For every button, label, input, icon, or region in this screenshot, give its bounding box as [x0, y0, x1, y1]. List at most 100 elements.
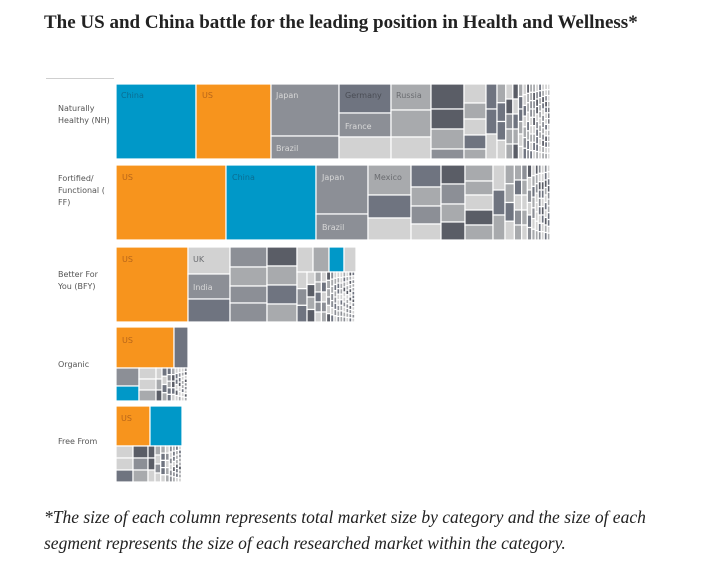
- segment-label-france: France: [345, 122, 372, 131]
- treemap-segment: [512, 83, 520, 100]
- treemap-segment: [115, 457, 134, 471]
- segment-label-us: US: [202, 91, 213, 100]
- treemap-segment: [177, 453, 183, 459]
- treemap-segment: [138, 367, 157, 380]
- segment-brazil: [315, 213, 369, 241]
- treemap-segment: [463, 118, 487, 136]
- treemap-segment: [517, 120, 524, 135]
- category-label: Better For: [58, 270, 99, 279]
- treemap-segment: [154, 445, 162, 456]
- treemap-segment: [492, 164, 506, 191]
- treemap-segment: [504, 164, 515, 185]
- treemap-segment: [546, 100, 551, 108]
- treemap-segment: [138, 378, 157, 391]
- treemap-segment: [132, 457, 149, 471]
- category-label: Fortified/: [58, 174, 94, 183]
- treemap-segment: [546, 129, 551, 137]
- treemap-segment: [115, 445, 134, 459]
- treemap-segment: [367, 217, 412, 241]
- treemap-segment: [160, 445, 167, 454]
- treemap-segment: [320, 311, 328, 323]
- treemap-segment: [147, 445, 156, 459]
- treemap-segment: [496, 102, 507, 123]
- segment-china: [328, 246, 345, 273]
- segment-us: [115, 164, 227, 241]
- treemap-segment: [546, 184, 551, 193]
- treemap-segment: [504, 183, 515, 204]
- treemap-segment: [320, 281, 328, 293]
- treemap-segment: [155, 389, 163, 402]
- treemap-segment: [526, 176, 533, 191]
- treemap-segment: [314, 271, 323, 283]
- treemap-segment: [177, 477, 183, 483]
- treemap-segment: [546, 232, 551, 241]
- treemap-segment: [296, 246, 314, 273]
- treemap-segment: [177, 461, 183, 467]
- treemap-segment: [463, 83, 487, 104]
- treemap-segment: [440, 183, 466, 205]
- treemap-segment: [505, 83, 514, 100]
- treemap-segment: [430, 108, 465, 130]
- treemap-segment: [513, 164, 523, 181]
- treemap-segment: [464, 164, 494, 182]
- treemap-segment: [325, 304, 332, 315]
- treemap-segment: [546, 94, 551, 102]
- treemap-segment: [546, 152, 551, 160]
- treemap-segment: [485, 133, 498, 160]
- category-label: Functional (: [58, 186, 105, 195]
- category-label: Organic: [58, 360, 89, 369]
- treemap-segment: [155, 367, 163, 380]
- segment-china: [115, 83, 197, 160]
- segment-label-china: China: [121, 91, 144, 100]
- treemap-segment: [546, 218, 551, 227]
- treemap-segment: [521, 164, 528, 181]
- treemap-segment: [546, 225, 551, 234]
- treemap-segment: [154, 463, 162, 474]
- treemap-segment: [440, 221, 466, 241]
- segment-label-china: China: [232, 173, 255, 182]
- segment-us: [195, 83, 272, 160]
- treemap-segment: [338, 136, 392, 160]
- treemap-segment: [505, 113, 514, 130]
- category-label: You (BFY): [57, 282, 96, 291]
- treemap-segment: [314, 291, 323, 303]
- chart-title: The US and China battle for the leading …: [44, 12, 638, 33]
- segment-label-uk: UK: [193, 255, 205, 264]
- treemap-segment: [546, 178, 551, 187]
- segment-label-japan: Japan: [275, 91, 298, 100]
- treemap-segment: [546, 205, 551, 214]
- treemap-segment: [147, 457, 156, 471]
- treemap-segment: [177, 457, 183, 463]
- treemap-segment: [296, 288, 308, 306]
- treemap-segment: [440, 203, 466, 223]
- segment-label-india: India: [193, 283, 213, 292]
- segment-china: [149, 405, 183, 447]
- treemap-segment: [166, 393, 173, 402]
- treemap-segment: [266, 284, 298, 305]
- treemap-segment: [517, 108, 524, 123]
- treemap-segment: [166, 367, 173, 376]
- treemap-segment: [504, 220, 515, 241]
- treemap-segment: [512, 128, 520, 145]
- treemap-segment: [173, 326, 189, 369]
- treemap-segment: [154, 454, 162, 465]
- treemap-segment: [526, 201, 533, 216]
- treemap-segment: [161, 367, 168, 377]
- treemap-segment: [521, 209, 528, 226]
- treemap-segment: [266, 246, 298, 267]
- treemap-segment: [306, 271, 316, 286]
- treemap-segment: [526, 189, 533, 204]
- treemap-segment: [546, 123, 551, 131]
- treemap-segment: [229, 285, 268, 304]
- treemap-segment: [160, 467, 167, 476]
- treemap-segment: [325, 313, 332, 323]
- treemap-segment: [546, 164, 551, 173]
- treemap-segment: [496, 120, 507, 141]
- segment-label-mexico: Mexico: [374, 173, 402, 182]
- treemap-segment: [526, 214, 533, 229]
- chart-caption: *The size of each column represents tota…: [44, 507, 646, 553]
- treemap-segment: [177, 449, 183, 455]
- treemap-segment: [325, 296, 332, 306]
- treemap-segment: [546, 198, 551, 207]
- category-label: Healthy (NH): [58, 116, 110, 125]
